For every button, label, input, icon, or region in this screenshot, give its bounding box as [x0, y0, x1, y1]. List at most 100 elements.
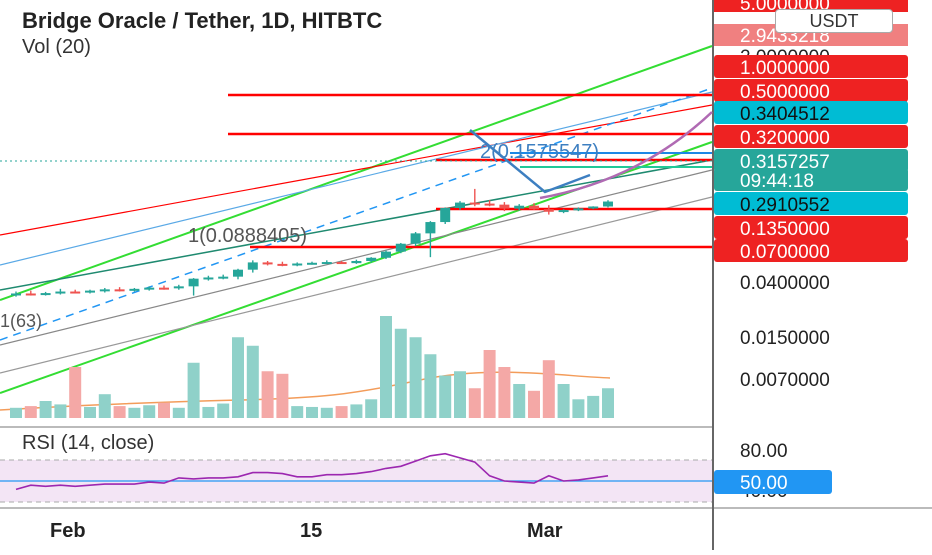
- volume-bar: [39, 401, 52, 418]
- volume-bar: [602, 388, 614, 418]
- candle-body: [11, 293, 21, 296]
- volume-bar: [557, 384, 570, 418]
- volume-bar: [291, 406, 304, 418]
- candle-body: [262, 262, 273, 265]
- volume-bar: [246, 345, 259, 418]
- annotation-label: 1(63): [0, 311, 42, 331]
- volume-bar: [202, 406, 215, 418]
- candle-body: [292, 263, 303, 266]
- x-tick-label: 15: [300, 520, 323, 542]
- candle-body: [351, 261, 362, 264]
- currency-button[interactable]: USDT: [775, 9, 893, 33]
- volume-bar: [335, 406, 348, 418]
- volume-bar: [483, 350, 496, 418]
- chart-title: Bridge Oracle / Tether, 1D, HITBTC: [22, 8, 383, 33]
- price-marker-label: 0.0700000: [740, 242, 830, 263]
- candle-body: [129, 288, 140, 291]
- volume-bar: [320, 407, 333, 418]
- candle-body: [499, 204, 510, 209]
- teal-trend-line: [0, 159, 713, 291]
- candle-body: [469, 202, 480, 205]
- candle-body: [55, 291, 66, 294]
- volume-bar: [276, 373, 289, 418]
- projection-path: [469, 129, 591, 194]
- candle-body: [277, 263, 288, 266]
- volume-bar: [394, 328, 407, 418]
- price-marker: [714, 125, 908, 148]
- volume-bar: [84, 406, 96, 418]
- candle-body: [425, 222, 436, 234]
- candle-body: [440, 207, 451, 223]
- candle-body: [529, 205, 539, 210]
- volume-bar: [217, 403, 230, 418]
- volume-bar: [365, 399, 378, 418]
- volume-bar: [261, 371, 274, 418]
- rsi-label: RSI (14, close): [22, 432, 155, 454]
- price-marker-label: 0.3404512: [740, 104, 830, 125]
- rsi-line: [15, 452, 609, 491]
- candle-body: [543, 209, 554, 212]
- candle-body: [40, 293, 51, 296]
- blue-trend-line: [0, 91, 713, 266]
- candle-body: [484, 203, 495, 206]
- price-marker: [714, 216, 908, 239]
- price-marker: [714, 192, 908, 215]
- candle-body: [381, 251, 391, 258]
- candle-body: [336, 262, 347, 265]
- annotation-label: 2(0.1575547): [480, 141, 599, 163]
- volume-bar: [54, 404, 67, 418]
- volume-bar: [528, 390, 540, 418]
- volume-bar: [10, 407, 22, 418]
- candle-body: [203, 277, 214, 280]
- price-axis-label: 0.0150000: [740, 328, 830, 349]
- volume-bar: [350, 404, 363, 418]
- channel-upper-line: [0, 45, 713, 301]
- volume-bar: [380, 316, 392, 418]
- price-marker-label: 0.1350000: [740, 219, 830, 240]
- candle-body: [588, 206, 599, 209]
- price-marker-label: 1.0000000: [740, 58, 830, 79]
- volume-bar: [158, 402, 170, 418]
- price-marker: [714, 239, 908, 262]
- rsi-current-label: 50.00: [740, 473, 788, 494]
- candle-body: [455, 202, 465, 208]
- volume-bar: [187, 362, 200, 418]
- gray-trend-line: [0, 196, 713, 374]
- candle-body: [558, 210, 569, 213]
- annotation-label: 1(0.0888405): [188, 225, 307, 247]
- candle-body: [114, 289, 125, 292]
- volume-bar: [143, 405, 156, 418]
- candle-body: [366, 257, 377, 262]
- price-marker: [714, 101, 908, 124]
- candle-body: [395, 243, 406, 252]
- volume-bar: [513, 384, 526, 418]
- price-marker: [714, 79, 908, 102]
- price-marker-label: 0.5000000: [740, 82, 830, 103]
- price-axis-label: 0.0400000: [740, 273, 830, 294]
- candle-body: [514, 205, 525, 209]
- price-marker-label: 0.3200000: [740, 128, 830, 149]
- candle-body: [85, 290, 95, 293]
- volume-bar: [98, 394, 111, 418]
- dashed-median-line: [0, 87, 713, 341]
- candle-body: [218, 276, 229, 279]
- volume-bar: [468, 388, 481, 418]
- volume-bar: [572, 399, 585, 418]
- candle-body: [70, 291, 81, 294]
- red-trend-line: [0, 104, 713, 236]
- price-marker-label: 0.2910552: [740, 195, 830, 216]
- arc-path: [539, 111, 713, 200]
- volume-bar: [128, 407, 141, 418]
- price-marker: [714, 55, 908, 78]
- volume-bar: [172, 407, 185, 418]
- gray-trend-line: [0, 169, 713, 346]
- rsi-current-marker: [714, 470, 832, 494]
- volume-bar: [306, 406, 318, 418]
- price-marker-label: 09:44:18: [740, 171, 814, 192]
- volume-bar: [424, 354, 437, 418]
- candle-body: [233, 269, 243, 277]
- candle-body: [188, 278, 199, 287]
- candle-body: [173, 286, 184, 289]
- volume-bar: [24, 406, 37, 418]
